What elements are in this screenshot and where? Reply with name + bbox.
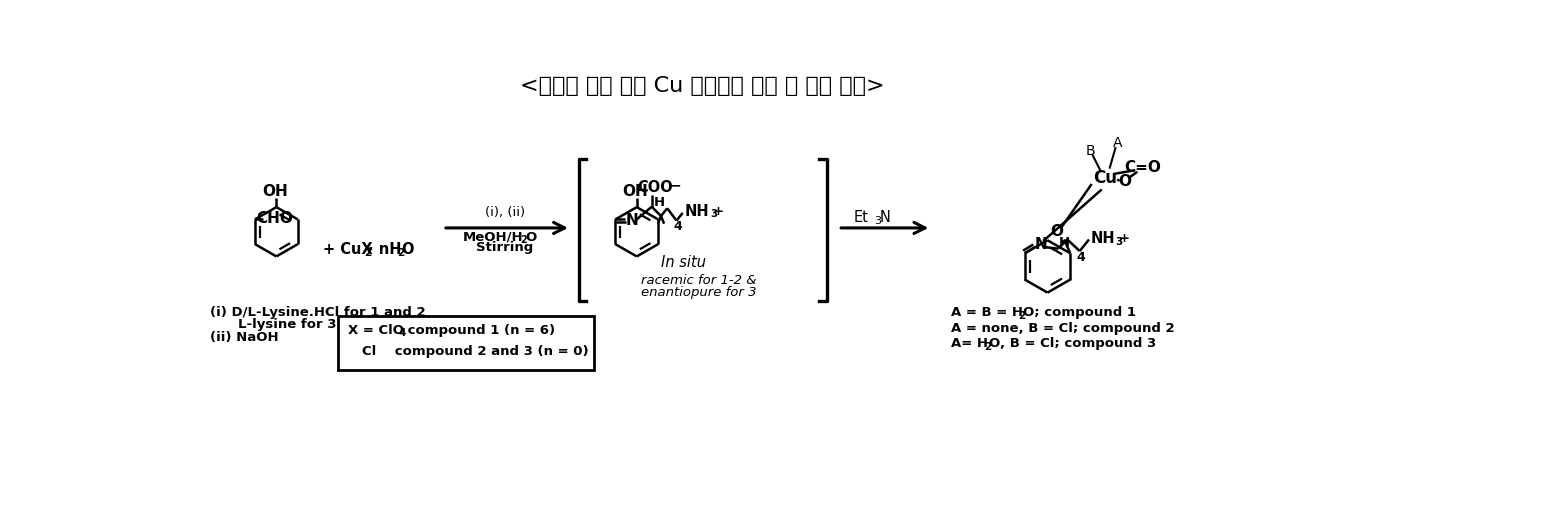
Text: +: +: [1119, 232, 1129, 245]
Text: N: N: [880, 210, 891, 226]
Text: 4: 4: [674, 220, 682, 233]
Text: 3: 3: [710, 209, 718, 220]
Text: A= H: A= H: [950, 337, 987, 350]
Text: 2: 2: [1019, 311, 1025, 321]
Text: Cu: Cu: [1094, 169, 1117, 187]
Text: racemic for 1-2 &: racemic for 1-2 &: [641, 274, 757, 287]
Text: 4: 4: [1076, 250, 1086, 264]
Text: X = ClO: X = ClO: [348, 324, 404, 337]
Text: (ii) NaOH: (ii) NaOH: [211, 331, 279, 344]
Text: O: O: [1050, 224, 1064, 239]
Text: 2: 2: [984, 342, 991, 351]
Text: NH: NH: [1090, 231, 1115, 246]
Text: 2: 2: [521, 235, 527, 245]
Text: C=O: C=O: [1125, 160, 1161, 175]
Text: Cl    compound 2 and 3 (n = 0): Cl compound 2 and 3 (n = 0): [362, 345, 588, 357]
Text: NH: NH: [685, 204, 708, 219]
Text: (i), (ii): (i), (ii): [485, 206, 526, 219]
Text: H: H: [654, 196, 665, 209]
Text: A = B = H: A = B = H: [950, 306, 1023, 319]
Text: +: +: [713, 205, 724, 218]
Text: N: N: [1034, 237, 1047, 252]
Text: Et: Et: [853, 210, 869, 226]
Text: B: B: [1086, 144, 1095, 158]
Text: OH: OH: [622, 184, 647, 199]
Text: 2: 2: [398, 247, 404, 258]
Text: COO: COO: [638, 180, 674, 195]
Text: L-lysine for 3: L-lysine for 3: [237, 318, 335, 332]
Text: <새로운 쉿프 염기 Cu 화합물의 합성 및 구조 분석>: <새로운 쉿프 염기 Cu 화합물의 합성 및 구조 분석>: [521, 77, 885, 96]
Text: A = none, B = Cl; compound 2: A = none, B = Cl; compound 2: [950, 321, 1175, 335]
Text: 3: 3: [875, 216, 881, 226]
Text: · nH: · nH: [368, 242, 401, 257]
Text: In situ: In situ: [661, 255, 705, 270]
Text: MeOH/H: MeOH/H: [462, 231, 523, 244]
Text: N: N: [626, 213, 638, 228]
Text: O: O: [401, 242, 413, 257]
Text: O, B = Cl; compound 3: O, B = Cl; compound 3: [989, 337, 1156, 350]
Text: Stirring: Stirring: [476, 241, 534, 255]
Text: enantiopure for 3: enantiopure for 3: [641, 286, 757, 299]
Text: CHO: CHO: [256, 211, 293, 226]
Text: −: −: [669, 178, 680, 192]
Text: 2: 2: [363, 247, 371, 258]
Text: O: O: [526, 231, 537, 244]
Text: + CuX: + CuX: [323, 242, 373, 257]
Text: 4: 4: [399, 329, 406, 338]
Text: 3: 3: [1115, 237, 1123, 247]
Text: A: A: [1112, 136, 1122, 150]
Text: compound 1 (n = 6): compound 1 (n = 6): [404, 324, 555, 337]
Bar: [339, 316, 594, 371]
Text: OH: OH: [262, 184, 287, 199]
Text: O: O: [1119, 174, 1131, 189]
Text: O; compound 1: O; compound 1: [1023, 306, 1136, 319]
Text: H: H: [1059, 236, 1070, 249]
Text: (i) D/L-Lysine.HCl for 1 and 2: (i) D/L-Lysine.HCl for 1 and 2: [211, 306, 426, 319]
